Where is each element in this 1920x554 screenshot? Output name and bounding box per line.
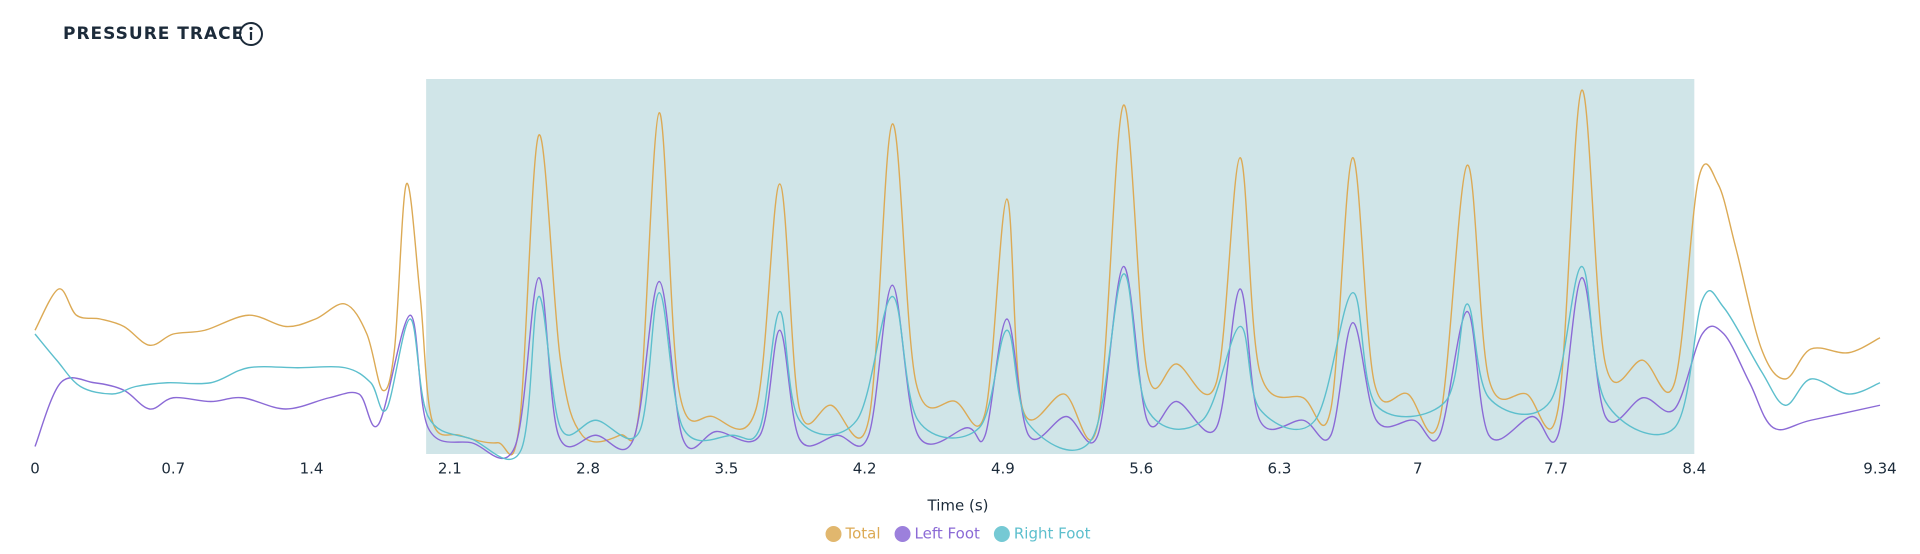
x-tick-label: 8.4	[1682, 460, 1706, 478]
series-line	[34, 265, 1881, 460]
x-tick-label: 0	[30, 460, 40, 478]
legend-label: Right Foot	[1014, 525, 1091, 543]
legend-label: Left Foot	[915, 525, 980, 543]
legend-swatch	[825, 526, 842, 542]
series-line	[34, 265, 1881, 460]
info-icon-ring	[239, 22, 263, 46]
info-icon[interactable]	[239, 22, 263, 46]
x-tick-label: 2.1	[438, 460, 462, 478]
x-tick-label: 2.8	[576, 460, 600, 478]
x-tick-label: 9.34	[1863, 460, 1896, 478]
chart-title: PRESSURE TRACE	[63, 24, 244, 44]
x-axis-label: Time (s)	[927, 497, 989, 515]
legend-swatch	[993, 526, 1010, 542]
x-tick-label: 0.7	[161, 460, 185, 478]
x-tick-label: 5.6	[1129, 460, 1153, 478]
legend: Total Left Foot Right Foot	[825, 525, 1091, 543]
x-tick-label: 6.3	[1268, 460, 1292, 478]
info-icon-dot	[249, 26, 253, 31]
x-tick-label: 1.4	[300, 460, 324, 478]
x-tick-label: 7	[1413, 460, 1423, 478]
x-tick-label: 4.2	[853, 460, 877, 478]
series-line	[34, 89, 1881, 456]
highlight-region	[426, 79, 1695, 454]
legend-label: Total	[845, 525, 881, 543]
legend-swatch	[894, 526, 911, 542]
x-tick-label: 7.7	[1544, 460, 1568, 478]
x-tick-label: 4.9	[991, 460, 1015, 478]
plot-area	[34, 79, 1881, 460]
x-tick-label: 3.5	[714, 460, 738, 478]
